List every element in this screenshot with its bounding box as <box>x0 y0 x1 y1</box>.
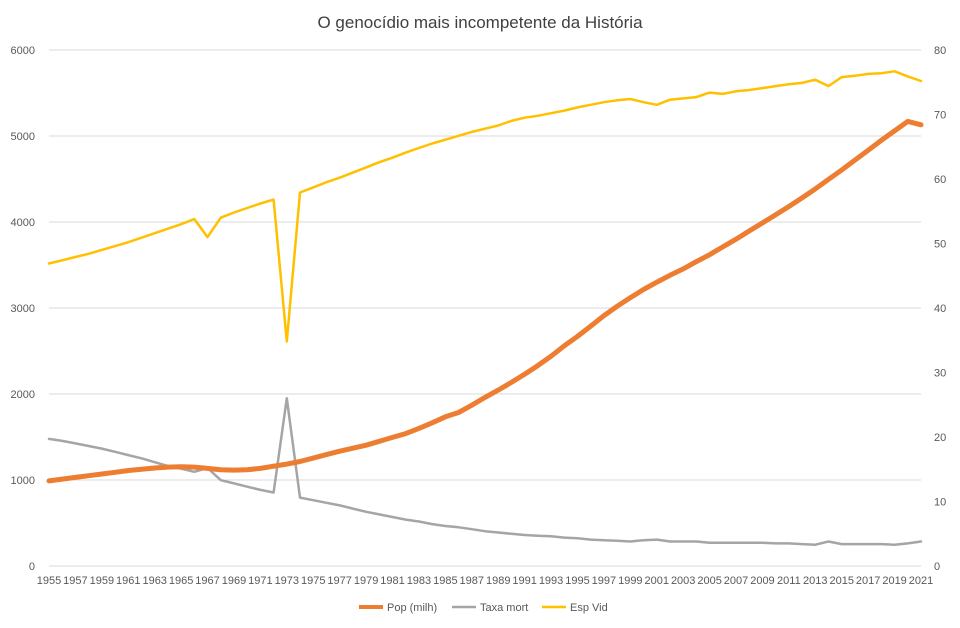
legend-label: Esp Vid <box>570 602 608 614</box>
chart-title: O genocídio mais incompetente da Históri… <box>317 13 643 32</box>
x-tick-label: 2021 <box>909 575 933 587</box>
x-tick-label: 1987 <box>460 575 484 587</box>
x-tick-label: 2011 <box>777 575 801 587</box>
y-right-tick-label: 60 <box>934 174 946 186</box>
x-tick-label: 2009 <box>750 575 774 587</box>
gridlines <box>49 49 921 567</box>
y-right-tick-label: 0 <box>934 561 940 573</box>
y-right-tick-label: 20 <box>934 432 946 444</box>
x-tick-label: 1989 <box>486 575 510 587</box>
x-tick-label: 1991 <box>512 575 536 587</box>
y-right-tick-label: 70 <box>934 110 946 122</box>
legend-label: Taxa mort <box>480 602 528 614</box>
y-right-tick-label: 10 <box>934 497 946 509</box>
x-tick-label: 1997 <box>592 575 616 587</box>
y-left-tick-label: 5000 <box>11 131 35 143</box>
x-tick-label: 2005 <box>697 575 721 587</box>
x-tick-label: 1961 <box>116 575 140 587</box>
x-axis: 1955 1957 1959 1961 1963 1965 1967 1969 1971 1973… <box>37 575 933 587</box>
series-lines <box>46 70 924 546</box>
x-tick-label: 1985 <box>433 575 457 587</box>
y-left-tick-label: 4000 <box>11 217 35 229</box>
right-axis: 0 10 20 30 40 50 60 70 80 <box>934 45 946 573</box>
x-tick-label: 1969 <box>222 575 246 587</box>
x-tick-label: 1957 <box>63 575 87 587</box>
y-left-tick-label: 2000 <box>11 389 35 401</box>
x-tick-label: 1995 <box>565 575 589 587</box>
x-tick-label: 2003 <box>671 575 695 587</box>
series-line-1 <box>47 397 923 546</box>
x-tick-label: 2001 <box>645 575 669 587</box>
x-tick-label: 1977 <box>327 575 351 587</box>
y-right-tick-label: 80 <box>934 45 946 57</box>
left-axis: 0 1000 2000 3000 4000 5000 6000 <box>11 45 35 573</box>
x-tick-label: 1971 <box>248 575 272 587</box>
x-tick-label: 1975 <box>301 575 325 587</box>
x-tick-label: 1973 <box>275 575 299 587</box>
y-left-tick-label: 6000 <box>11 45 35 57</box>
series-line-2 <box>47 70 923 343</box>
x-tick-label: 1993 <box>539 575 563 587</box>
y-left-tick-label: 1000 <box>11 475 35 487</box>
x-tick-label: 2013 <box>803 575 827 587</box>
x-tick-label: 1999 <box>618 575 642 587</box>
y-left-tick-label: 0 <box>29 561 35 573</box>
legend: Pop (milh) Taxa mort Esp Vid <box>359 602 608 614</box>
y-right-tick-label: 30 <box>934 368 946 380</box>
x-tick-label: 1955 <box>37 575 61 587</box>
x-tick-label: 2019 <box>882 575 906 587</box>
x-tick-label: 1965 <box>169 575 193 587</box>
y-right-tick-label: 50 <box>934 239 946 251</box>
x-tick-label: 2007 <box>724 575 748 587</box>
y-left-tick-label: 3000 <box>11 303 35 315</box>
x-tick-label: 1983 <box>407 575 431 587</box>
y-right-tick-label: 40 <box>934 303 946 315</box>
x-tick-label: 1979 <box>354 575 378 587</box>
x-tick-label: 1963 <box>142 575 166 587</box>
x-tick-label: 1959 <box>90 575 114 587</box>
x-tick-label: 1967 <box>195 575 219 587</box>
x-tick-label: 2015 <box>829 575 853 587</box>
legend-label: Pop (milh) <box>387 602 437 614</box>
x-tick-label: 1981 <box>380 575 404 587</box>
series-line-0 <box>46 118 924 484</box>
x-tick-label: 2017 <box>856 575 880 587</box>
